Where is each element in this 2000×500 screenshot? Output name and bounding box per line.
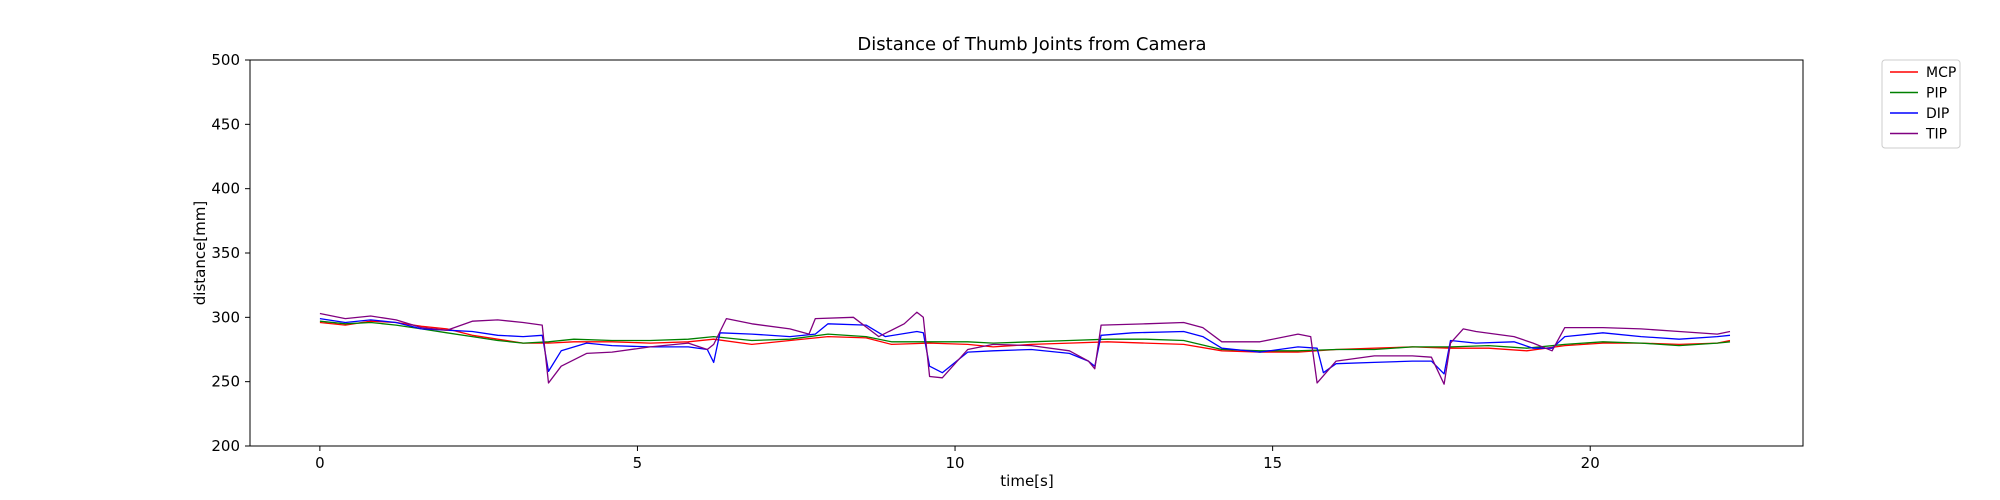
y-tick-label: 200 bbox=[211, 437, 240, 455]
series-line-dip bbox=[319, 317, 1731, 375]
y-tick-label: 450 bbox=[211, 115, 240, 133]
x-tick-label: 5 bbox=[633, 454, 643, 472]
series-line-tip bbox=[319, 311, 1731, 385]
series-line-pip bbox=[319, 320, 1731, 352]
x-tick-label: 20 bbox=[1581, 454, 1600, 472]
legend-label-dip: DIP bbox=[1926, 106, 1949, 122]
y-axis: 200 250 300 350 400 450 500 bbox=[211, 51, 250, 455]
x-tick-label: 15 bbox=[1263, 454, 1282, 472]
y-tick-label: 350 bbox=[211, 244, 240, 262]
legend-label-pip: PIP bbox=[1926, 86, 1947, 102]
x-axis-title: time[s] bbox=[1000, 472, 1053, 490]
y-tick-label: 250 bbox=[211, 373, 240, 391]
y-tick-label: 500 bbox=[211, 51, 240, 69]
series-line-mcp bbox=[319, 320, 1731, 353]
legend-label-tip: TIP bbox=[1925, 127, 1947, 143]
y-axis-title: distance[mm] bbox=[191, 201, 209, 306]
legend: MCP PIP DIP TIP bbox=[1881, 59, 1961, 149]
y-tick-label: 300 bbox=[211, 308, 240, 326]
series-layer bbox=[319, 311, 1731, 385]
legend-frame bbox=[1881, 59, 1961, 149]
chart-title: Distance of Thumb Joints from Camera bbox=[857, 34, 1206, 55]
legend-label-mcp: MCP bbox=[1926, 65, 1956, 81]
y-tick-label: 400 bbox=[211, 180, 240, 198]
x-axis: 0 5 10 15 20 bbox=[315, 446, 1600, 472]
x-tick-label: 10 bbox=[945, 454, 964, 472]
x-tick-label: 0 bbox=[315, 454, 325, 472]
